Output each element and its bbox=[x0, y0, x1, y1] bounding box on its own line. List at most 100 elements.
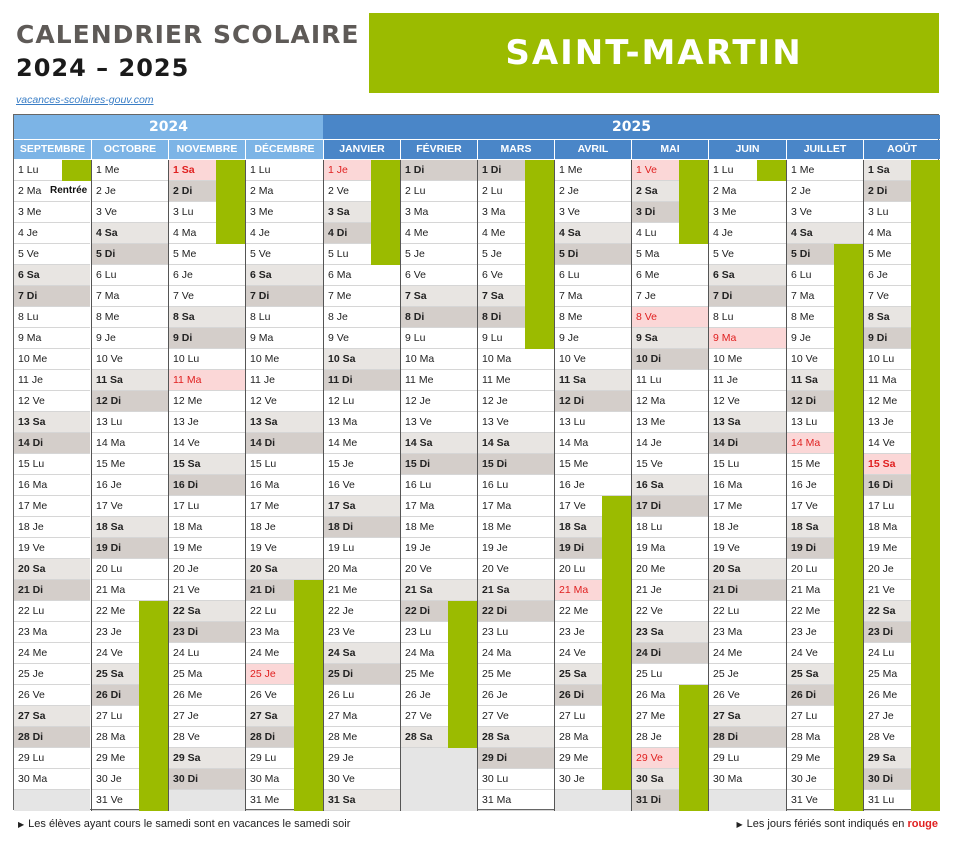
day-cell: 7 Sa bbox=[401, 286, 477, 307]
day-cell: 20 Je bbox=[864, 559, 940, 580]
vacation-bar bbox=[834, 244, 863, 811]
day-cell: 4 Sa bbox=[787, 223, 863, 244]
footnote-saturday: ▶ Les élèves ayant cours le samedi sont e… bbox=[18, 818, 351, 830]
day-cell: 24 Ve bbox=[92, 643, 168, 664]
page-title: CALENDRIER SCOLAIRE bbox=[16, 20, 360, 49]
day-cell: 4 Ma bbox=[864, 223, 940, 244]
day-cell: 16 Sa bbox=[632, 475, 708, 496]
day-cell: 17 Di bbox=[632, 496, 708, 517]
vacation-bar bbox=[525, 160, 554, 349]
day-cell: 13 Sa bbox=[246, 412, 323, 433]
day-cell: 16 Ma bbox=[709, 475, 786, 496]
day-cell: 21 Di bbox=[14, 580, 90, 601]
source-link[interactable]: vacances-scolaires-gouv.com bbox=[16, 94, 154, 106]
day-cell: 30 Ve bbox=[324, 769, 400, 790]
vacation-bar bbox=[448, 601, 477, 748]
day-cell: 8 Di bbox=[401, 307, 477, 328]
day-cell: 2 Lu bbox=[478, 181, 554, 202]
day-cell: 9 Ve bbox=[324, 328, 400, 349]
day-cell: 15 Lu bbox=[709, 454, 786, 475]
day-cell: 6 Me bbox=[632, 265, 708, 286]
day-cell: 5 Je bbox=[401, 244, 477, 265]
day-cell: 6 Lu bbox=[787, 265, 863, 286]
day-cell: 18 Sa bbox=[92, 517, 168, 538]
day-cell: 24 Ve bbox=[555, 643, 631, 664]
day-cell: 11 Lu bbox=[632, 370, 708, 391]
day-cell: 22 Lu bbox=[246, 601, 323, 622]
day-cell: 15 Lu bbox=[246, 454, 323, 475]
vacation-bar bbox=[216, 160, 245, 244]
day-cell: 20 Ve bbox=[478, 559, 554, 580]
day-cell: 3 Ma bbox=[478, 202, 554, 223]
day-cell: 24 Ve bbox=[787, 643, 863, 664]
day-cell: 27 Lu bbox=[92, 706, 168, 727]
year-header-2024: 2024 bbox=[14, 115, 323, 139]
day-cell: 16 Ma bbox=[246, 475, 323, 496]
region-banner: SAINT-MARTIN bbox=[369, 13, 939, 93]
day-cell: 21 Ma bbox=[92, 580, 168, 601]
day-cell: 17 Ve bbox=[787, 496, 863, 517]
day-cell: 19 Ve bbox=[709, 538, 786, 559]
day-cell: 26 Me bbox=[169, 685, 245, 706]
day-cell: 2 Ma bbox=[709, 181, 786, 202]
day-cell: 18 Je bbox=[709, 517, 786, 538]
day-cell: 17 Lu bbox=[169, 496, 245, 517]
month-header-septembre: SEPTEMBRE bbox=[14, 140, 91, 159]
day-cell: 24 Ma bbox=[401, 643, 477, 664]
month-column-septembre: 1 Lu 2 Ma Rentrée 3 Me 4 Je 5 Ve 6 Sa 7 Di 8 Lu 9… bbox=[14, 160, 91, 811]
day-cell: 5 Ve bbox=[14, 244, 90, 265]
highlight-red: rouge bbox=[907, 818, 938, 830]
day-cell: 8 Me bbox=[92, 307, 168, 328]
day-cell: 8 Me bbox=[555, 307, 631, 328]
day-cell: 1 Me bbox=[555, 160, 631, 181]
day-cell: 22 Je bbox=[324, 601, 400, 622]
region-name: SAINT-MARTIN bbox=[505, 33, 803, 73]
day-cell: 27 Je bbox=[864, 706, 940, 727]
day-cell: 15 Me bbox=[555, 454, 631, 475]
day-cell: 3 Ve bbox=[787, 202, 863, 223]
month-column-janvier: 1 Je 2 Ve 3 Sa 4 Di 5 Lu 6 Ma 7 Me 8 Je 9 Ve 10 S… bbox=[323, 160, 400, 811]
day-cell: 19 Je bbox=[478, 538, 554, 559]
day-cell: 13 Lu bbox=[92, 412, 168, 433]
day-cell: 11 Di bbox=[324, 370, 400, 391]
day-cell: 3 Ma bbox=[401, 202, 477, 223]
day-cell: 14 Ma bbox=[555, 433, 631, 454]
month-column-avril: 1 Me 2 Je 3 Ve 4 Sa 5 Di 6 Lu 7 Ma 8 Me 9 Je 10 V… bbox=[554, 160, 631, 811]
day-cell: 14 Ma bbox=[92, 433, 168, 454]
day-cell: 8 Lu bbox=[709, 307, 786, 328]
day-cell: 24 Di bbox=[632, 643, 708, 664]
day-cell: 12 Je bbox=[401, 391, 477, 412]
day-cell: 28 Di bbox=[14, 727, 90, 748]
day-cell: 13 Lu bbox=[787, 412, 863, 433]
day-cell: 17 Me bbox=[246, 496, 323, 517]
day-cell: 13 Je bbox=[169, 412, 245, 433]
day-cell: 27 Sa bbox=[709, 706, 786, 727]
day-cell: 19 Me bbox=[864, 538, 940, 559]
day-cell: 14 Ve bbox=[169, 433, 245, 454]
day-cell: 18 Ma bbox=[864, 517, 940, 538]
day-cell: 1 Lu bbox=[14, 160, 90, 181]
day-cell: 14 Me bbox=[324, 433, 400, 454]
day-cell: 3 Ve bbox=[92, 202, 168, 223]
day-cell: 14 Di bbox=[246, 433, 323, 454]
day-cell: 27 Me bbox=[632, 706, 708, 727]
day-cell: 15 Di bbox=[478, 454, 554, 475]
day-cell: 16 Je bbox=[787, 475, 863, 496]
month-header-décembre: DÉCEMBRE bbox=[246, 140, 323, 159]
day-cell: 18 Lu bbox=[632, 517, 708, 538]
day-cell: 30 Ma bbox=[709, 769, 786, 790]
vacation-bar bbox=[371, 160, 400, 265]
day-cell: 9 Lu bbox=[401, 328, 477, 349]
day-cell: 4 Je bbox=[709, 223, 786, 244]
day-cell: 22 Lu bbox=[14, 601, 90, 622]
day-cell: 15 Lu bbox=[14, 454, 90, 475]
day-cell: 26 Lu bbox=[324, 685, 400, 706]
month-header-avril: AVRIL bbox=[555, 140, 631, 159]
day-cell: 6 Je bbox=[864, 265, 940, 286]
day-cell: 20 Je bbox=[169, 559, 245, 580]
day-cell: 5 Ma bbox=[632, 244, 708, 265]
day-note: Rentrée bbox=[50, 185, 88, 196]
day-cell: 20 Ve bbox=[401, 559, 477, 580]
day-cell: 20 Sa bbox=[246, 559, 323, 580]
day-cell: 29 Sa bbox=[169, 748, 245, 769]
